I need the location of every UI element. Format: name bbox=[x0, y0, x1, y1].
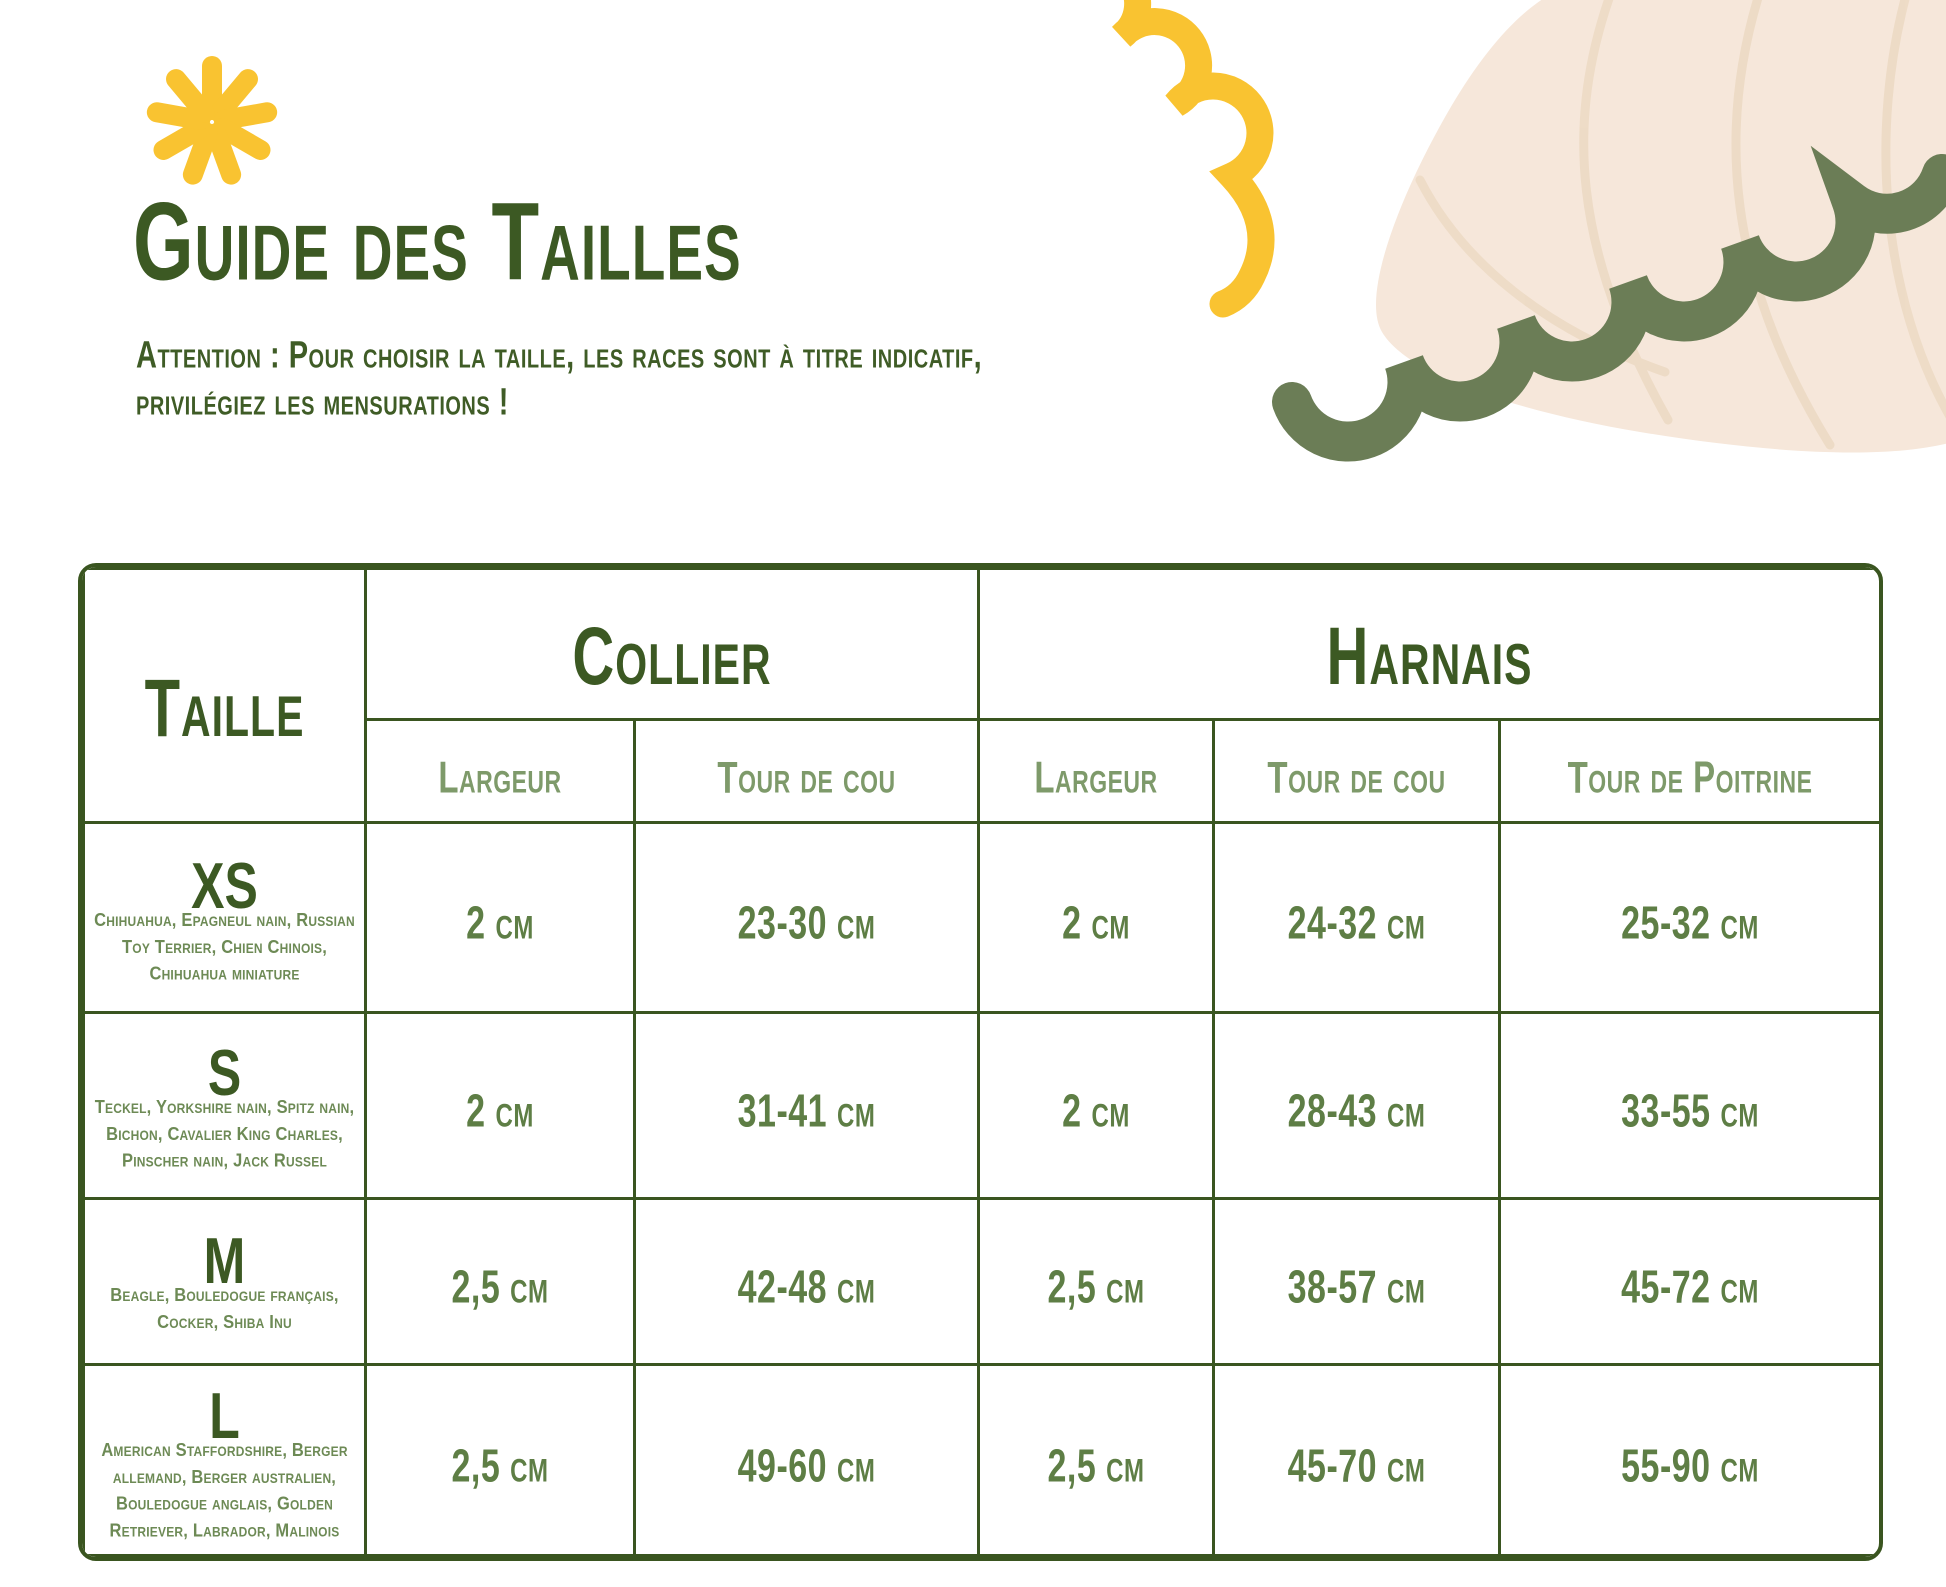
subheader-harnais-tour-de-cou: Tour de cou bbox=[1212, 717, 1501, 825]
header-taille-label: Taille bbox=[144, 663, 305, 755]
subheader-harnais-tour-de-cou-label: Tour de cou bbox=[1267, 751, 1446, 802]
m-collier-largeur-value: 2,5 cm bbox=[451, 1261, 549, 1314]
size-label-m: M bbox=[203, 1224, 246, 1298]
breeds-m: Beagle, Bouledogue français, Cocker, Shi… bbox=[110, 1285, 339, 1333]
page-title-text: Guide des Tailles bbox=[133, 178, 742, 304]
l-collier-largeur-value: 2,5 cm bbox=[451, 1440, 549, 1492]
l-harnais-tour-de-poitrine: 55-90 cm bbox=[1498, 1363, 1879, 1557]
s-harnais-tour-de-cou-value: 28-43 cm bbox=[1287, 1085, 1426, 1137]
xs-collier-tour-de-cou: 23-30 cm bbox=[633, 821, 980, 1014]
subheader-harnais-largeur-label: Largeur bbox=[1034, 751, 1158, 802]
table-row-xs: XS Chihuahua, Epagneul nain, Russian Toy… bbox=[82, 821, 1879, 1014]
xs-collier-largeur-value: 2 cm bbox=[466, 897, 534, 950]
l-harnais-tour-de-cou-value: 45-70 cm bbox=[1287, 1440, 1426, 1492]
header-harnais-label: Harnais bbox=[1326, 611, 1533, 703]
subheader-collier-tour-de-cou: Tour de cou bbox=[633, 717, 980, 825]
s-harnais-largeur-value: 2 cm bbox=[1062, 1085, 1130, 1137]
xs-collier-tour-de-cou-value: 23-30 cm bbox=[737, 897, 876, 950]
breeds-l: American Staffordshire, Berger allemand,… bbox=[101, 1440, 348, 1542]
subheader-collier-largeur-label: Largeur bbox=[438, 751, 562, 802]
size-guide-table-frame: Taille Collier Harnais Largeur Tour de c… bbox=[78, 563, 1883, 1561]
subtitle-line-2: privilégiez les mensurations ! bbox=[136, 382, 509, 424]
subheader-harnais-tour-de-poitrine-label: Tour de Poitrine bbox=[1567, 751, 1813, 802]
l-collier-tour-de-cou-value: 49-60 cm bbox=[737, 1440, 876, 1492]
header-collier: Collier bbox=[364, 567, 980, 721]
m-collier-tour-de-cou-value: 42-48 cm bbox=[737, 1261, 876, 1314]
s-harnais-tour-de-poitrine-value: 33-55 cm bbox=[1621, 1085, 1759, 1137]
size-label-l: L bbox=[209, 1379, 240, 1453]
xs-harnais-tour-de-cou-value: 24-32 cm bbox=[1287, 897, 1426, 950]
subheader-collier-tour-de-cou-label: Tour de cou bbox=[717, 751, 896, 802]
xs-harnais-tour-de-poitrine-value: 25-32 cm bbox=[1621, 897, 1759, 950]
header-collier-label: Collier bbox=[572, 611, 772, 703]
s-collier-largeur: 2 cm bbox=[364, 1010, 636, 1200]
yellow-spiral-squiggle-icon bbox=[1112, 0, 1275, 318]
l-harnais-largeur-value: 2,5 cm bbox=[1047, 1440, 1145, 1492]
page-subtitle: Attention : Pour choisir la taille, les … bbox=[136, 326, 983, 424]
green-spiral-squiggle-icon bbox=[1272, 145, 1946, 462]
l-harnais-largeur: 2,5 cm bbox=[977, 1363, 1215, 1557]
size-cell-l: L American Staffordshire, Berger alleman… bbox=[82, 1363, 367, 1557]
m-harnais-tour-de-poitrine-value: 45-72 cm bbox=[1621, 1261, 1759, 1314]
size-label-xs: XS bbox=[191, 848, 258, 922]
header-harnais: Harnais bbox=[977, 567, 1879, 721]
beige-corner-blob bbox=[1376, 0, 1946, 453]
table-row-s: S Teckel, Yorkshire nain, Spitz nain, Bi… bbox=[82, 1010, 1879, 1200]
xs-harnais-largeur: 2 cm bbox=[977, 821, 1215, 1014]
s-collier-largeur-value: 2 cm bbox=[466, 1085, 534, 1137]
header-taille: Taille bbox=[82, 567, 367, 825]
l-collier-tour-de-cou: 49-60 cm bbox=[633, 1363, 980, 1557]
l-harnais-tour-de-cou: 45-70 cm bbox=[1212, 1363, 1501, 1557]
xs-harnais-largeur-value: 2 cm bbox=[1062, 897, 1130, 950]
m-harnais-tour-de-poitrine: 45-72 cm bbox=[1498, 1196, 1879, 1367]
m-collier-largeur: 2,5 cm bbox=[364, 1196, 636, 1367]
s-collier-tour-de-cou-value: 31-41 cm bbox=[737, 1085, 876, 1137]
size-cell-s: S Teckel, Yorkshire nain, Spitz nain, Bi… bbox=[82, 1010, 367, 1200]
m-harnais-tour-de-cou-value: 38-57 cm bbox=[1287, 1261, 1426, 1314]
m-harnais-tour-de-cou: 38-57 cm bbox=[1212, 1196, 1501, 1367]
table-row-m: M Beagle, Bouledogue français, Cocker, S… bbox=[82, 1196, 1879, 1367]
breeds-s: Teckel, Yorkshire nain, Spitz nain, Bich… bbox=[94, 1097, 355, 1172]
s-harnais-tour-de-cou: 28-43 cm bbox=[1212, 1010, 1501, 1200]
size-cell-m: M Beagle, Bouledogue français, Cocker, S… bbox=[82, 1196, 367, 1367]
size-label-s: S bbox=[207, 1036, 242, 1110]
subheader-collier-largeur: Largeur bbox=[364, 717, 636, 825]
m-harnais-largeur: 2,5 cm bbox=[977, 1196, 1215, 1367]
m-collier-tour-de-cou: 42-48 cm bbox=[633, 1196, 980, 1367]
m-harnais-largeur-value: 2,5 cm bbox=[1047, 1261, 1145, 1314]
table-row-l: L American Staffordshire, Berger alleman… bbox=[82, 1363, 1879, 1557]
s-collier-tour-de-cou: 31-41 cm bbox=[633, 1010, 980, 1200]
yellow-asterisk-icon bbox=[146, 56, 278, 185]
breeds-xs: Chihuahua, Epagneul nain, Russian Toy Te… bbox=[94, 909, 355, 984]
l-collier-largeur: 2,5 cm bbox=[364, 1363, 636, 1557]
subheader-harnais-tour-de-poitrine: Tour de Poitrine bbox=[1498, 717, 1879, 825]
size-cell-xs: XS Chihuahua, Epagneul nain, Russian Toy… bbox=[82, 821, 367, 1014]
page-title: Guide des Tailles bbox=[133, 186, 742, 297]
xs-collier-largeur: 2 cm bbox=[364, 821, 636, 1014]
size-guide-table: Taille Collier Harnais Largeur Tour de c… bbox=[82, 567, 1879, 1557]
s-harnais-largeur: 2 cm bbox=[977, 1010, 1215, 1200]
xs-harnais-tour-de-poitrine: 25-32 cm bbox=[1498, 821, 1879, 1014]
subheader-harnais-largeur: Largeur bbox=[977, 717, 1215, 825]
xs-harnais-tour-de-cou: 24-32 cm bbox=[1212, 821, 1501, 1014]
l-harnais-tour-de-poitrine-value: 55-90 cm bbox=[1621, 1440, 1759, 1492]
s-harnais-tour-de-poitrine: 33-55 cm bbox=[1498, 1010, 1879, 1200]
subtitle-line-1: Attention : Pour choisir la taille, les … bbox=[136, 335, 983, 377]
